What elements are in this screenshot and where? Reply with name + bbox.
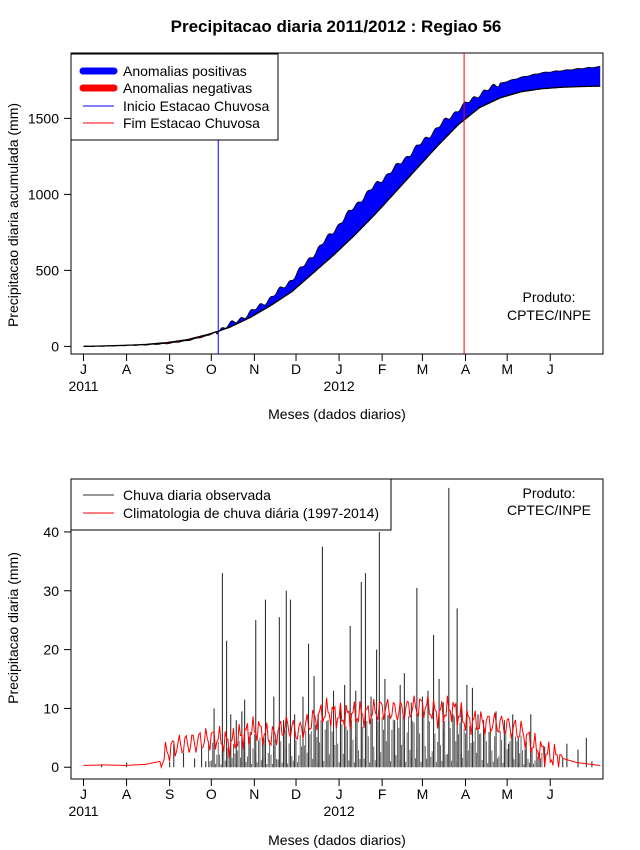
x-tick-label: J bbox=[336, 361, 343, 377]
cumulative-product-label: Produto: bbox=[523, 289, 576, 305]
x-tick-label: O bbox=[206, 361, 217, 377]
x-tick-label: J bbox=[80, 361, 87, 377]
year-label: 2011 bbox=[68, 803, 98, 819]
x-tick-label: J bbox=[547, 361, 554, 377]
legend-negative-label: Anomalias negativas bbox=[123, 80, 252, 96]
x-tick-label: O bbox=[206, 786, 217, 802]
x-tick-label: N bbox=[249, 361, 259, 377]
x-tick-label: F bbox=[378, 361, 387, 377]
positive-anomaly-area bbox=[219, 66, 601, 331]
daily-product-source: CPTEC/INPE bbox=[507, 502, 591, 518]
x-tick-label: M bbox=[501, 361, 513, 377]
x-tick-label: A bbox=[461, 786, 471, 802]
x-tick-label: F bbox=[378, 786, 387, 802]
cumulative-plot-frame bbox=[70, 52, 604, 355]
x-tick-label: S bbox=[165, 361, 174, 377]
x-tick-label: M bbox=[417, 361, 429, 377]
y-tick-label: 1500 bbox=[28, 110, 59, 126]
x-tick-label: M bbox=[501, 786, 513, 802]
y-tick-label: 40 bbox=[43, 524, 59, 540]
y-tick-label: 1000 bbox=[28, 186, 59, 202]
x-tick-label: A bbox=[122, 361, 132, 377]
x-tick-label: S bbox=[165, 786, 174, 802]
x-tick-label: M bbox=[417, 786, 429, 802]
y-tick-label: 30 bbox=[43, 583, 59, 599]
cumulative-legend: Anomalias positivas Anomalias negativas … bbox=[70, 53, 279, 141]
x-tick-label: N bbox=[249, 786, 259, 802]
y-tick-label: 20 bbox=[43, 642, 59, 658]
x-tick-label: A bbox=[122, 786, 132, 802]
legend-end-label: Fim Estacao Chuvosa bbox=[123, 115, 260, 131]
cumulative-product-source: CPTEC/INPE bbox=[507, 307, 591, 323]
cumulative-x-axis-label: Meses (dados diarios) bbox=[268, 406, 406, 422]
x-tick-label: J bbox=[80, 786, 87, 802]
year-label: 2011 bbox=[68, 378, 98, 394]
chart-title: Precipitacao diaria 2011/2012 : Regiao 5… bbox=[171, 17, 502, 36]
negative-anomaly-area bbox=[132, 331, 216, 346]
cumulative-y-axis-label: Precipitacao diaria acumulada (mm) bbox=[5, 103, 21, 327]
observed-cumulative-line bbox=[83, 66, 601, 347]
legend-climatology-label: Climatologia de chuva diária (1997-2014) bbox=[123, 505, 379, 521]
year-label: 2012 bbox=[324, 378, 355, 394]
climatology-daily-line bbox=[83, 695, 601, 770]
x-tick-label: A bbox=[461, 361, 471, 377]
x-tick-label: J bbox=[547, 786, 554, 802]
legend-onset-label: Inicio Estacao Chuvosa bbox=[123, 98, 270, 114]
climatology-cumulative-line bbox=[83, 85, 601, 348]
daily-marks bbox=[83, 487, 601, 770]
legend-observed-label: Chuva diaria observada bbox=[123, 487, 271, 503]
y-tick-label: 0 bbox=[51, 759, 59, 775]
y-tick-label: 10 bbox=[43, 700, 59, 716]
daily-product-label: Produto: bbox=[523, 485, 576, 501]
x-tick-label: D bbox=[291, 786, 301, 802]
x-tick-label: J bbox=[336, 786, 343, 802]
daily-legend: Chuva diaria observada Climatologia de c… bbox=[70, 478, 392, 531]
year-label: 2012 bbox=[324, 803, 355, 819]
daily-y-axis-label: Precipitacao diaria (mm) bbox=[5, 552, 21, 704]
x-tick-label: D bbox=[291, 361, 301, 377]
y-tick-label: 500 bbox=[36, 262, 60, 278]
y-tick-label: 0 bbox=[51, 338, 59, 354]
daily-legend-box bbox=[70, 478, 392, 531]
legend-positive-label: Anomalias positivas bbox=[123, 63, 247, 79]
daily-x-axis-label: Meses (dados diarios) bbox=[268, 832, 406, 848]
